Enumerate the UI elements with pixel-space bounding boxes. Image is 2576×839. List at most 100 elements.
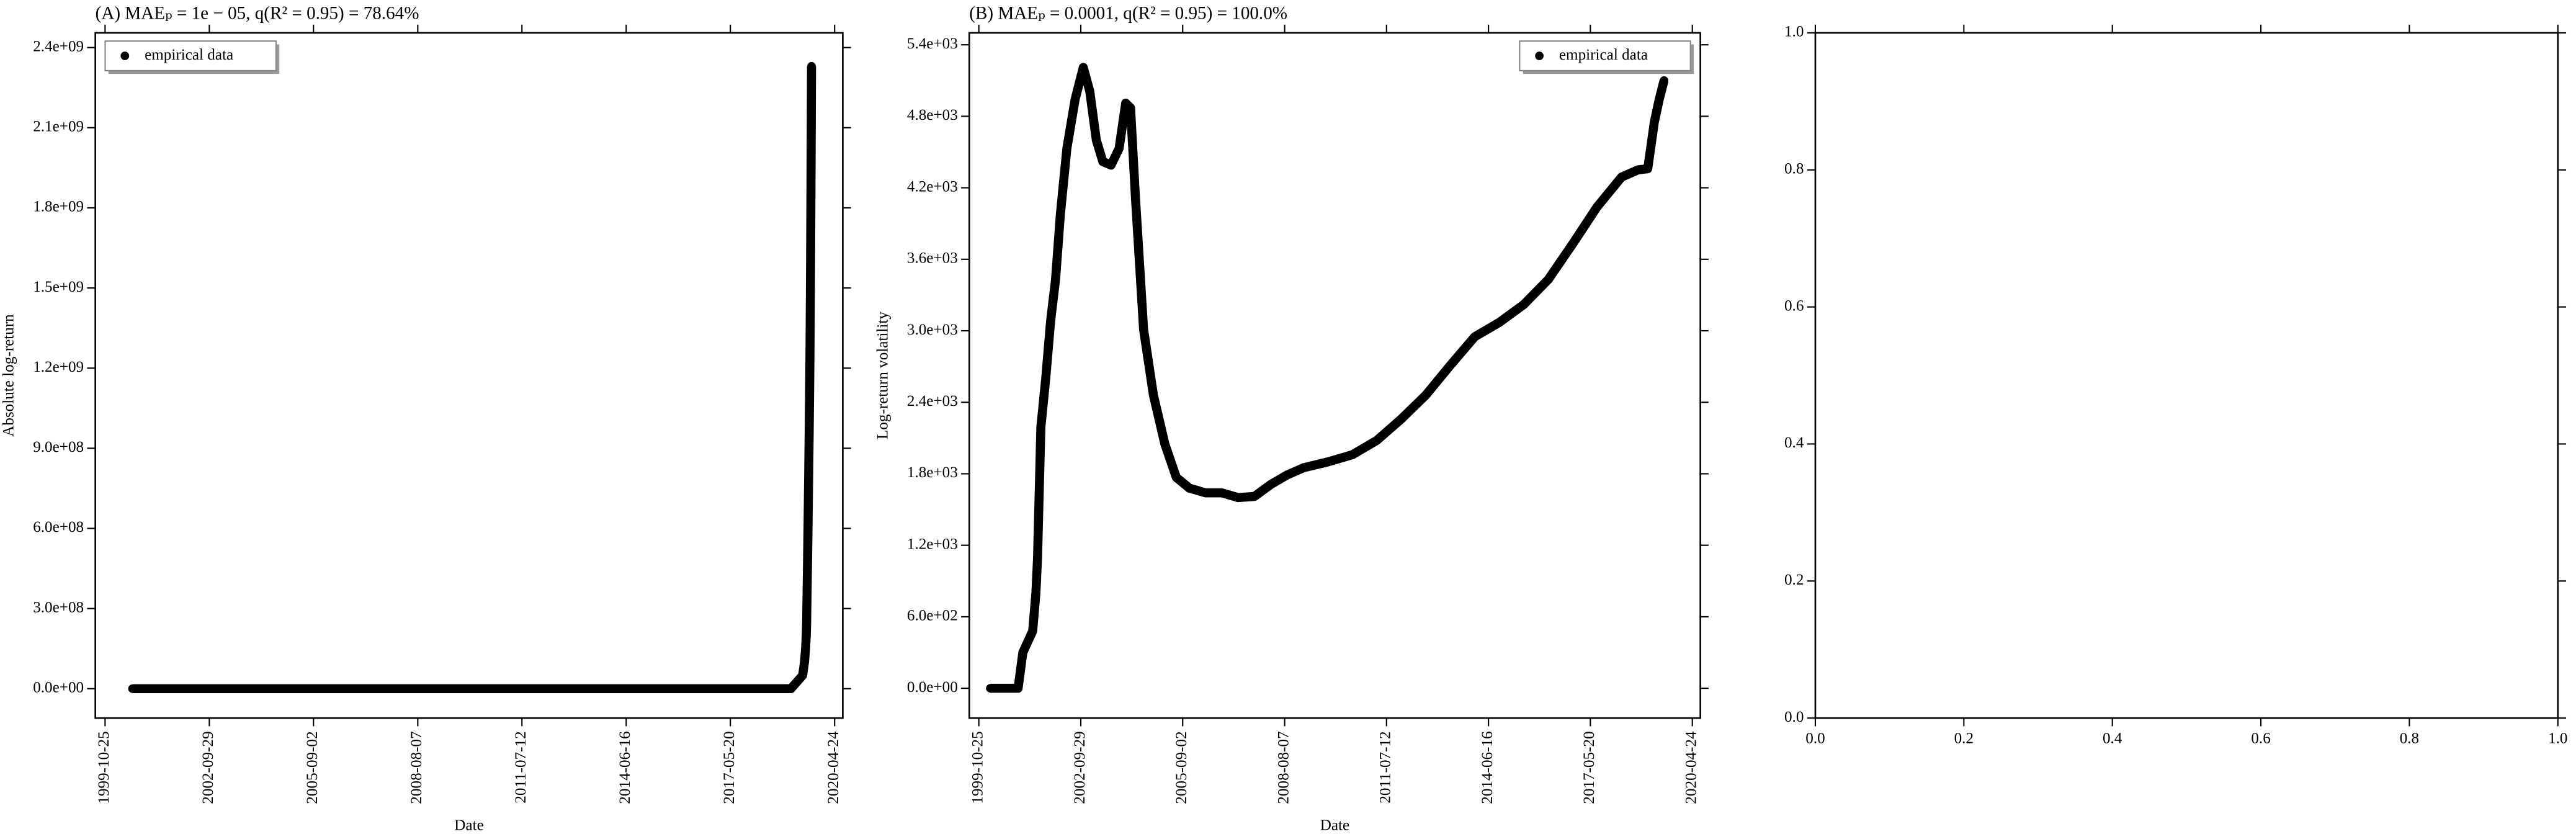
data-point: [802, 630, 811, 640]
data-point: [359, 684, 369, 693]
data-point: [805, 409, 814, 418]
data-point: [1131, 194, 1140, 203]
data-point: [181, 684, 190, 693]
data-point: [253, 684, 262, 693]
data-point: [1323, 457, 1333, 467]
data-point: [519, 684, 529, 693]
data-point: [1372, 436, 1382, 445]
y-tick-label: 1.2e+03: [907, 536, 958, 552]
data-point: [306, 684, 315, 693]
x-tick-label: 2008-08-07: [1275, 731, 1292, 804]
data-point: [324, 684, 333, 693]
data-point: [661, 684, 671, 693]
plot-frame: [968, 32, 1701, 719]
x-tick-label: 2017-05-20: [721, 731, 738, 804]
y-tick-label: 3.6e+03: [907, 250, 958, 267]
trace: [990, 63, 1669, 693]
data-point: [1018, 648, 1027, 657]
data-point: [1593, 202, 1602, 212]
data-point: [341, 684, 351, 693]
x-tick-label: 2005-09-02: [304, 731, 321, 804]
data-point: [803, 550, 812, 560]
y-tick-label: 0.6: [1784, 297, 1804, 314]
data-point: [431, 684, 440, 693]
data-point: [805, 372, 815, 380]
data-point: [1250, 492, 1259, 501]
data-point: [802, 591, 812, 599]
data-point: [1126, 104, 1135, 112]
x-tick-label: 2011-07-12: [512, 731, 529, 803]
legend-box: [104, 40, 277, 71]
data-point: [199, 684, 208, 693]
legend-marker: [1535, 52, 1544, 60]
panel-title: (A) MAEₚ = 1e − 05, q(R² = 0.95) = 78.64…: [96, 4, 419, 24]
data-point: [1046, 316, 1055, 326]
data-point: [591, 684, 600, 693]
data-point: [807, 150, 816, 159]
data-point: [288, 684, 297, 693]
y-tick-label: 1.8e+09: [33, 199, 84, 215]
y-tick-label: 1.0: [1784, 24, 1804, 40]
data-point: [1028, 627, 1037, 635]
y-tick-label: 0.0e+00: [33, 680, 84, 696]
data-point: [807, 61, 816, 71]
data-point: [1106, 161, 1116, 169]
x-tick-label: 0.4: [2103, 730, 2122, 747]
data-point: [786, 684, 795, 693]
x-tick-label: 2020-04-24: [825, 731, 842, 804]
y-tick-label: 0.4: [1784, 434, 1804, 451]
data-point: [801, 644, 810, 653]
data-point: [805, 390, 814, 400]
data-point: [1421, 390, 1430, 400]
data-point: [163, 684, 172, 693]
data-point: [733, 684, 742, 693]
data-point: [413, 684, 422, 693]
data-point: [807, 190, 815, 199]
data-point: [804, 460, 813, 469]
y-tick-label: 2.4e+03: [907, 393, 958, 410]
data-point: [802, 604, 812, 613]
data-point: [715, 684, 725, 693]
data-point: [803, 577, 812, 586]
y-tick-label: 6.0e+02: [907, 608, 958, 624]
y-tick-label: 6.0e+08: [33, 519, 84, 536]
x-tick-label: 1999-10-25: [96, 731, 112, 804]
panel-title: (B) MAEₚ = 0.0001, q(R² = 0.95) = 100.0%: [969, 4, 1287, 24]
x-axis-label: Date: [1320, 817, 1349, 834]
y-tick-label: 4.2e+03: [907, 178, 958, 195]
x-tick-label: 0.2: [1954, 730, 1974, 747]
data-point: [769, 684, 777, 693]
y-tick-label: 0.0e+00: [907, 679, 958, 696]
data-point: [802, 617, 812, 627]
data-point: [1033, 554, 1042, 563]
y-tick-label: 4.8e+03: [907, 107, 958, 123]
x-tick-label: 2014-06-16: [1479, 731, 1496, 804]
y-tick-label: 3.0e+08: [33, 599, 84, 616]
data-point: [804, 491, 813, 501]
data-point: [1650, 118, 1659, 127]
data-point: [1617, 173, 1626, 182]
y-axis-label: Absolute log-return: [1, 314, 17, 437]
data-point: [679, 684, 689, 693]
y-tick-label: 5.4e+03: [907, 35, 958, 52]
legend-marker: [120, 52, 130, 60]
data-point: [804, 476, 813, 485]
data-point: [1495, 318, 1504, 327]
x-tick-label: 2020-04-24: [1683, 731, 1699, 804]
data-point: [1092, 135, 1101, 145]
trace: [132, 66, 816, 694]
x-tick-label: 0.8: [2400, 730, 2419, 747]
y-tick-label: 1.2e+09: [33, 359, 84, 375]
plot-frame: [1814, 32, 2559, 719]
x-tick-label: 2008-08-07: [408, 731, 425, 804]
data-point: [1470, 332, 1479, 341]
data-point: [1634, 165, 1642, 174]
x-tick-label: 1999-10-25: [969, 731, 986, 804]
data-point: [609, 684, 617, 693]
data-point: [1233, 493, 1243, 502]
data-point: [805, 323, 815, 333]
x-tick-label: 2017-05-20: [1581, 731, 1598, 804]
y-tick-label: 1.8e+03: [907, 464, 958, 481]
data-point: [1519, 300, 1528, 309]
data-point: [644, 684, 653, 693]
